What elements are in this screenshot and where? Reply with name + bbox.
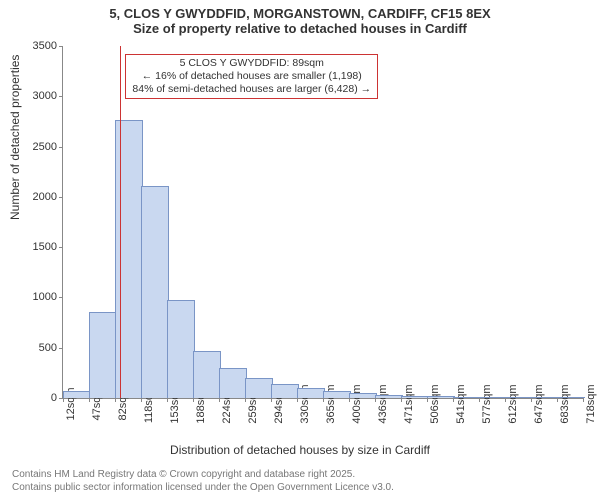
histogram-bar — [323, 391, 350, 398]
x-axis-label: Distribution of detached houses by size … — [0, 443, 600, 457]
histogram-bar — [427, 396, 454, 398]
x-tick-label: 541sqm — [453, 384, 467, 423]
histogram-bar — [375, 395, 402, 399]
x-tick-label: 718sqm — [583, 384, 597, 423]
x-tick-mark — [453, 398, 454, 402]
histogram-bar — [63, 391, 90, 398]
histogram-bar — [271, 384, 298, 398]
histogram-bar — [219, 368, 246, 398]
annotation-line1: 5 CLOS Y GWYDDFID: 89sqm — [132, 57, 371, 70]
x-tick-mark — [427, 398, 428, 402]
histogram-bar — [297, 388, 324, 398]
x-tick-mark — [505, 398, 506, 402]
x-tick-mark — [531, 398, 532, 402]
title-main: 5, CLOS Y GWYDDFID, MORGANSTOWN, CARDIFF… — [0, 0, 600, 21]
x-tick-label: 647sqm — [531, 384, 545, 423]
y-tick-mark — [59, 197, 63, 198]
x-tick-mark — [323, 398, 324, 402]
y-tick-mark — [59, 297, 63, 298]
histogram-bar — [505, 397, 532, 398]
footer-line2: Contains public sector information licen… — [12, 481, 394, 494]
x-tick-label: 365sqm — [323, 384, 337, 423]
x-tick-mark — [375, 398, 376, 402]
histogram-bar — [453, 397, 480, 399]
x-tick-mark — [167, 398, 168, 402]
y-tick-mark — [59, 348, 63, 349]
x-tick-label: 683sqm — [557, 384, 571, 423]
x-tick-mark — [219, 398, 220, 402]
y-tick-mark — [59, 247, 63, 248]
histogram-bar — [167, 300, 194, 398]
histogram-bar — [141, 186, 168, 398]
histogram-bar — [479, 397, 506, 399]
annotation-box: 5 CLOS Y GWYDDFID: 89sqm ← 16% of detach… — [125, 54, 378, 99]
x-tick-mark — [401, 398, 402, 402]
title-sub: Size of property relative to detached ho… — [0, 21, 600, 38]
x-tick-mark — [349, 398, 350, 402]
histogram-bar — [349, 393, 376, 398]
chart-container: 5, CLOS Y GWYDDFID, MORGANSTOWN, CARDIFF… — [0, 0, 600, 500]
annotation-line2: ← 16% of detached houses are smaller (1,… — [132, 70, 371, 83]
x-tick-mark — [115, 398, 116, 402]
y-tick-mark — [59, 96, 63, 97]
annotation-line3: 84% of semi-detached houses are larger (… — [132, 83, 371, 96]
x-tick-label: 506sqm — [427, 384, 441, 423]
footer: Contains HM Land Registry data © Crown c… — [12, 468, 394, 494]
y-tick-mark — [59, 46, 63, 47]
x-tick-mark — [271, 398, 272, 402]
x-tick-mark — [89, 398, 90, 402]
x-tick-mark — [63, 398, 64, 402]
x-tick-mark — [193, 398, 194, 402]
plot-area: 5 CLOS Y GWYDDFID: 89sqm ← 16% of detach… — [62, 46, 583, 399]
histogram-bar — [193, 351, 220, 398]
x-tick-mark — [557, 398, 558, 402]
x-tick-mark — [479, 398, 480, 402]
x-tick-label: 612sqm — [505, 384, 519, 423]
y-tick-mark — [59, 147, 63, 148]
x-tick-mark — [141, 398, 142, 402]
x-tick-mark — [245, 398, 246, 402]
y-axis-label: Number of detached properties — [8, 55, 22, 220]
x-tick-mark — [583, 398, 584, 402]
histogram-bar — [89, 312, 116, 398]
x-tick-mark — [297, 398, 298, 402]
histogram-bar — [401, 396, 428, 399]
x-tick-label: 436sqm — [375, 384, 389, 423]
histogram-bar — [245, 378, 272, 398]
footer-line1: Contains HM Land Registry data © Crown c… — [12, 468, 394, 481]
x-tick-label: 400sqm — [349, 384, 363, 423]
property-marker-line — [120, 46, 121, 398]
histogram-bar — [557, 397, 584, 398]
histogram-bar — [531, 397, 558, 398]
x-tick-label: 577sqm — [479, 384, 493, 423]
x-tick-label: 471sqm — [401, 384, 415, 423]
